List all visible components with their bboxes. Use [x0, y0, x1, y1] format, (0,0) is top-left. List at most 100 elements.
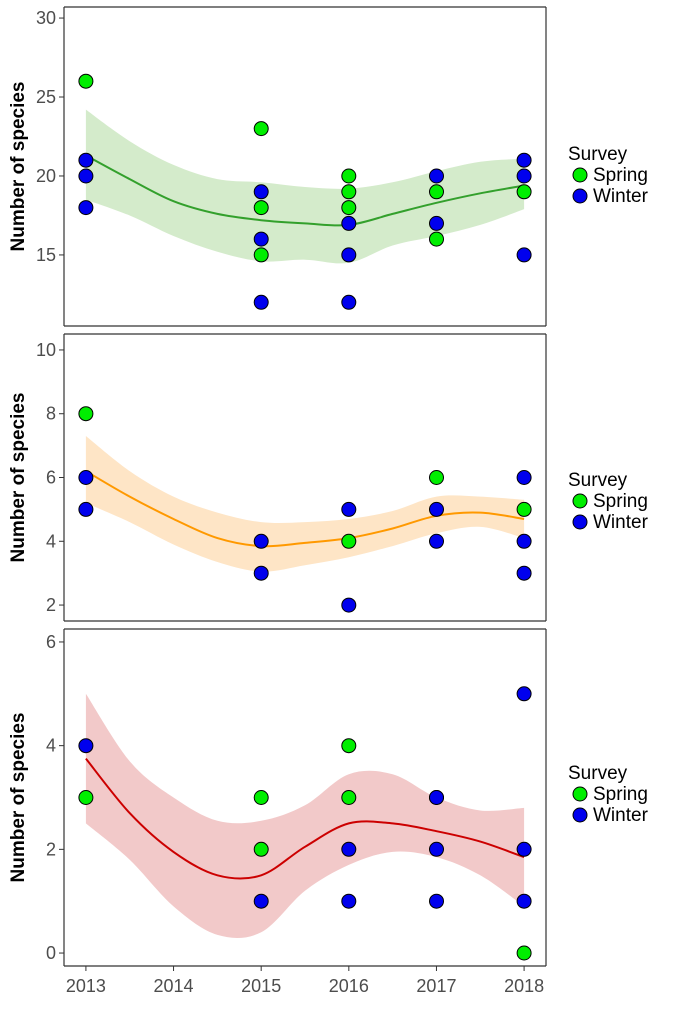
legend-label-spring: Spring — [593, 491, 648, 512]
legend-key-winter — [572, 188, 588, 204]
data-point-winter — [253, 533, 269, 549]
x-tick-label: 2013 — [66, 976, 106, 996]
y-tick-label: 25 — [36, 87, 56, 107]
y-tick-label: 4 — [46, 736, 56, 756]
data-point-winter — [341, 597, 357, 613]
legend-key-spring — [572, 167, 588, 183]
data-point-spring — [341, 200, 357, 216]
trend-line — [85, 757, 525, 880]
x-tick-label: 2018 — [504, 976, 544, 996]
confidence-ribbon — [85, 693, 525, 938]
y-tick-label: 10 — [36, 340, 56, 360]
x-tick-label: 2017 — [416, 976, 456, 996]
data-point-winter — [516, 168, 532, 184]
data-point-winter — [253, 231, 269, 247]
x-tick-label: 2015 — [241, 976, 281, 996]
data-point-spring — [78, 406, 94, 422]
data-point-spring — [253, 790, 269, 805]
data-point-winter — [516, 152, 532, 168]
data-point-winter — [429, 893, 444, 909]
data-point-winter — [341, 294, 357, 310]
data-point-spring — [516, 184, 532, 200]
y-axis-title: Number of species — [8, 82, 29, 252]
data-point-spring — [429, 231, 444, 247]
data-point-spring — [341, 184, 357, 200]
y-tick-label: 2 — [46, 839, 56, 859]
y-tick-label: 15 — [36, 245, 56, 265]
data-point-winter — [253, 565, 269, 581]
data-point-spring — [341, 168, 357, 184]
legend-title: Survey — [568, 144, 628, 165]
legend-key-winter — [572, 514, 588, 530]
data-point-winter — [516, 686, 532, 702]
data-point-winter — [253, 294, 269, 310]
panel-bottom: 0 2 4 6 2013 2014 2015 2016 2017 2018 Number of sp… — [8, 628, 649, 996]
data-point-winter — [78, 738, 94, 754]
data-point-spring — [78, 73, 94, 89]
data-point-spring — [429, 184, 444, 200]
data-point-spring — [341, 738, 357, 754]
y-axis-title: Number of species — [8, 393, 29, 563]
data-point-winter — [429, 533, 444, 549]
data-point-winter — [516, 470, 532, 485]
y-tick-label: 0 — [46, 943, 56, 963]
legend-key-spring — [572, 786, 588, 802]
legend-label-winter: Winter — [593, 512, 649, 533]
data-point-winter — [516, 533, 532, 549]
data-point-winter — [253, 893, 269, 909]
trend-line — [85, 470, 525, 548]
y-tick-label: 6 — [46, 632, 56, 652]
panel-middle: 2 4 6 8 10 Number of species SurveySpringWinte… — [8, 333, 649, 622]
data-point-spring — [516, 501, 532, 517]
legend-label-winter: Winter — [593, 186, 649, 207]
trend-line — [85, 154, 525, 227]
x-tick-label: 2014 — [154, 976, 194, 996]
data-point-spring — [341, 790, 357, 805]
data-point-winter — [78, 501, 94, 517]
data-point-spring — [253, 841, 269, 857]
data-point-winter — [78, 152, 94, 168]
data-point-winter — [516, 565, 532, 581]
data-point-winter — [429, 841, 444, 857]
confidence-ribbon — [85, 109, 525, 264]
legend-label-winter: Winter — [593, 805, 649, 826]
data-point-winter — [341, 893, 357, 909]
data-point-spring — [253, 247, 269, 263]
y-tick-label: 20 — [36, 166, 56, 186]
legend-label-spring: Spring — [593, 165, 648, 186]
data-point-winter — [516, 893, 532, 909]
data-point-winter — [78, 168, 94, 184]
data-point-winter — [429, 790, 444, 805]
data-point-winter — [429, 215, 444, 231]
y-tick-label: 30 — [36, 8, 56, 28]
data-point-winter — [516, 247, 532, 263]
data-point-winter — [78, 200, 94, 216]
y-axis-title: Number of species — [8, 713, 29, 883]
data-point-winter — [429, 501, 444, 517]
data-point-winter — [341, 501, 357, 517]
data-point-winter — [78, 470, 94, 485]
data-point-winter — [341, 841, 357, 857]
legend-key-winter — [572, 807, 588, 823]
y-tick-label: 4 — [46, 531, 56, 551]
data-point-winter — [429, 168, 444, 184]
legend-key-spring — [572, 493, 588, 509]
y-tick-label: 8 — [46, 404, 56, 424]
data-point-spring — [341, 533, 357, 549]
legend-title: Survey — [568, 763, 628, 784]
legend-title: Survey — [568, 470, 628, 491]
data-point-winter — [253, 184, 269, 200]
data-point-spring — [253, 200, 269, 216]
data-point-spring — [78, 790, 94, 805]
data-point-winter — [516, 841, 532, 857]
y-tick-label: 2 — [46, 595, 56, 615]
x-tick-label: 2016 — [329, 976, 369, 996]
data-point-spring — [253, 121, 269, 137]
y-tick-label: 6 — [46, 468, 56, 488]
data-point-winter — [341, 247, 357, 263]
confidence-ribbon — [85, 436, 525, 572]
legend-label-spring: Spring — [593, 784, 648, 805]
data-point-spring — [429, 470, 444, 485]
panel-top: 15 20 25 30 Number of species SurveySpringWin… — [8, 6, 649, 327]
